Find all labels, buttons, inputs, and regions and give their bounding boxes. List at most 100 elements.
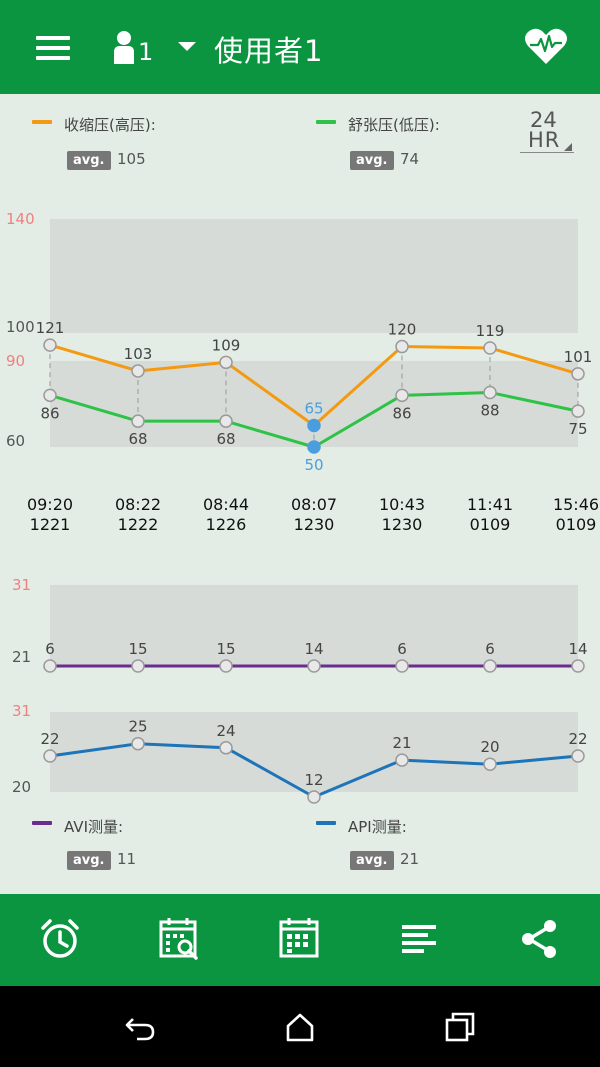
x-date-label: 1222 xyxy=(118,515,159,534)
avi-value-label: 6 xyxy=(485,640,495,658)
share-icon[interactable] xyxy=(517,916,563,962)
measurement-charts: 140 100 90 60 121 103 109 65 120 119 101 86 68 68 50 86… xyxy=(6,210,599,804)
api-point xyxy=(43,749,57,763)
diastolic-point xyxy=(43,388,57,403)
avi-point xyxy=(395,659,409,673)
systolic-value-label: 109 xyxy=(212,336,241,354)
api-point xyxy=(219,741,233,755)
api-point xyxy=(571,749,585,763)
diastolic-value-label: 88 xyxy=(480,401,499,419)
recents-icon[interactable] xyxy=(443,1010,477,1044)
bottom-toolbar xyxy=(0,894,600,986)
avi-value-label: 15 xyxy=(128,640,147,658)
x-time-label: 15:46 xyxy=(553,495,599,514)
api-value-label: 25 xyxy=(128,718,147,736)
api-value-label: 22 xyxy=(568,730,587,748)
api-legend-label: API测量: xyxy=(348,818,407,836)
x-time-label: 09:20 xyxy=(27,495,73,514)
x-date-label: 1230 xyxy=(294,515,335,534)
time-range-underline xyxy=(520,152,574,153)
diastolic-point xyxy=(571,404,585,418)
avi-value-label: 14 xyxy=(568,640,587,658)
api-band xyxy=(50,712,578,792)
x-time-label: 08:44 xyxy=(203,495,249,514)
avi-y-tick-label: 31 xyxy=(12,576,31,594)
user-title[interactable]: 使用者1 xyxy=(214,34,324,68)
diastolic-point xyxy=(307,440,321,454)
user-number[interactable]: 1 xyxy=(138,38,154,66)
time-range-toggle[interactable]: 24 HR xyxy=(518,108,576,156)
x-time-label: 08:07 xyxy=(291,495,337,514)
app-toolbar: 1 使用者1 xyxy=(0,0,600,94)
systolic-point xyxy=(219,355,233,370)
systolic-band xyxy=(50,219,578,333)
x-time-label: 11:41 xyxy=(467,495,513,514)
avi-value-label: 15 xyxy=(216,640,235,658)
diastolic-avg-value: 74 xyxy=(400,150,420,168)
systolic-value-label: 101 xyxy=(564,348,593,366)
systolic-value-label: 120 xyxy=(388,321,417,339)
calendar-icon[interactable] xyxy=(277,916,323,962)
back-icon[interactable] xyxy=(123,1010,157,1044)
api-value-label: 24 xyxy=(216,722,235,740)
hamburger-menu-icon[interactable] xyxy=(36,36,70,60)
api-point xyxy=(395,753,409,767)
home-icon[interactable] xyxy=(283,1010,317,1044)
triangle-down-icon[interactable] xyxy=(178,42,196,51)
avi-avg-badge: avg. xyxy=(67,851,111,870)
systolic-value-label: 103 xyxy=(124,345,153,363)
x-time-label: 08:22 xyxy=(115,495,161,514)
diastolic-value-label: 68 xyxy=(128,430,147,448)
avi-value-label: 14 xyxy=(304,640,323,658)
diastolic-legend-swatch xyxy=(316,120,336,124)
diastolic-value-label: 50 xyxy=(304,456,323,474)
api-point xyxy=(307,790,321,804)
list-icon[interactable] xyxy=(397,916,443,962)
api-value-label: 12 xyxy=(304,771,323,789)
system-navigation-bar xyxy=(0,986,600,1067)
systolic-value-label: 121 xyxy=(36,319,65,337)
avi-point xyxy=(571,659,585,673)
api-avg-badge: avg. xyxy=(350,851,394,870)
systolic-point xyxy=(483,341,497,355)
diastolic-avg-badge: avg. xyxy=(350,151,394,170)
avi-band xyxy=(50,585,578,665)
diastolic-point xyxy=(395,388,409,403)
api-avg-value: 21 xyxy=(400,850,420,868)
avi-value-label: 6 xyxy=(397,640,407,658)
y-tick-label: 90 xyxy=(6,352,25,370)
time-range-number: 24 xyxy=(530,108,557,132)
diastolic-point xyxy=(483,385,497,400)
y-tick-label: 140 xyxy=(6,210,35,228)
avi-avg-value: 11 xyxy=(117,850,137,868)
corner-triangle-icon xyxy=(564,143,572,151)
calendar-search-icon[interactable] xyxy=(157,916,203,962)
systolic-point xyxy=(43,338,57,352)
api-point xyxy=(483,757,497,771)
systolic-avg-value: 105 xyxy=(117,150,146,168)
avi-point xyxy=(131,659,145,673)
alarm-clock-icon[interactable] xyxy=(37,916,83,962)
time-range-unit: HR xyxy=(528,128,561,152)
diastolic-value-label: 86 xyxy=(40,404,59,422)
systolic-point xyxy=(571,367,585,381)
systolic-value-label: 119 xyxy=(476,322,505,340)
avi-value-label: 6 xyxy=(45,640,55,658)
avi-point xyxy=(43,659,57,673)
avi-point xyxy=(219,659,233,673)
api-point xyxy=(131,736,145,751)
person-icon[interactable] xyxy=(112,30,138,64)
avi-y-tick-label: 21 xyxy=(12,648,31,666)
systolic-point xyxy=(131,364,145,378)
diastolic-point xyxy=(131,414,145,428)
diastolic-value-label: 86 xyxy=(392,404,411,422)
x-date-label: 1221 xyxy=(30,515,71,534)
x-date-label: 0109 xyxy=(470,515,511,534)
api-value-label: 22 xyxy=(40,730,59,748)
x-date-label: 1230 xyxy=(382,515,423,534)
heart-pulse-icon[interactable] xyxy=(524,26,568,66)
systolic-legend-label: 收缩压(高压): xyxy=(64,116,156,134)
api-y-tick-label: 20 xyxy=(12,778,31,796)
api-value-label: 21 xyxy=(392,734,411,752)
api-legend-swatch xyxy=(316,821,336,825)
